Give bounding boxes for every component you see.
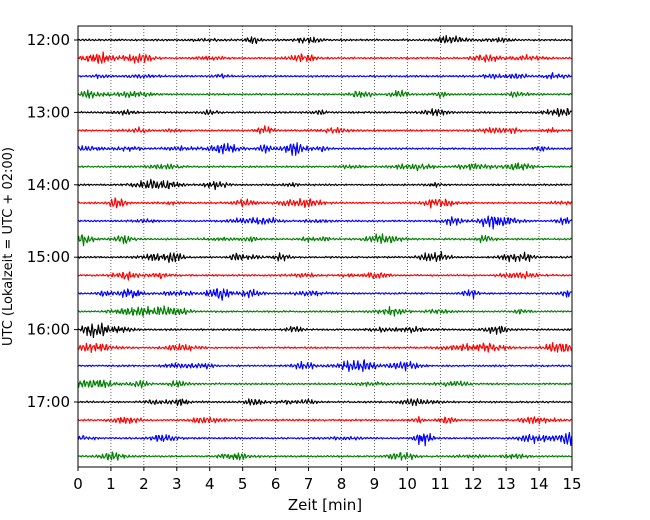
x-tick-label: 1 [106, 475, 116, 493]
x-tick-label: 15 [562, 475, 581, 493]
x-tick-label: 13 [497, 475, 516, 493]
y-tick-label: 13:00 [27, 103, 70, 121]
trace-line [77, 51, 572, 64]
y-tick-label: 17:00 [27, 393, 70, 411]
trace-line [77, 451, 572, 461]
x-tick-label: 3 [172, 475, 182, 493]
trace-line [77, 89, 572, 99]
x-tick-label: 6 [271, 475, 281, 493]
x-tick-label: 12 [464, 475, 483, 493]
x-tick-label: 2 [139, 475, 149, 493]
trace-line [77, 125, 572, 135]
trace-line [77, 270, 572, 281]
trace-line [77, 35, 573, 45]
trace-line [77, 251, 572, 264]
trace-line [77, 379, 572, 389]
trace-line [78, 359, 572, 373]
trace-line [77, 322, 572, 339]
trace-line [77, 233, 572, 247]
trace-line [77, 431, 573, 447]
x-tick-label: 11 [431, 475, 450, 493]
y-tick-label: 12:00 [27, 31, 70, 49]
x-tick-label: 4 [205, 475, 215, 493]
trace-line [77, 142, 572, 156]
trace-line [77, 162, 572, 172]
minute-grid [110, 26, 540, 467]
x-tick-label: 8 [337, 475, 347, 493]
trace-line [77, 398, 572, 407]
trace-line [77, 197, 572, 209]
x-axis-label: Zeit [min] [288, 496, 362, 514]
x-tick-label: 14 [530, 475, 549, 493]
trace-line [78, 72, 572, 80]
trace-line [77, 342, 573, 353]
x-tick-label: 9 [370, 475, 380, 493]
trace-line [77, 178, 572, 191]
trace-line [77, 415, 572, 425]
trace-line [77, 288, 572, 301]
trace-line [77, 305, 572, 317]
trace-line [77, 215, 572, 230]
x-tick-label: 0 [73, 475, 83, 493]
x-tick-label: 5 [238, 475, 248, 493]
y-axis: 12:00 13:00 14:00 15:00 16:00 17:00 [27, 31, 78, 411]
y-axis-label: UTC (Lokalzeit = UTC + 02:00) [1, 147, 16, 346]
y-tick-label: 16:00 [27, 321, 70, 339]
x-tick-label: 10 [398, 475, 417, 493]
trace-line [78, 107, 572, 118]
y-tick-label: 14:00 [27, 176, 70, 194]
x-tick-label: 7 [304, 475, 314, 493]
trace-group [77, 35, 573, 461]
y-tick-label: 15:00 [27, 248, 70, 266]
plot-frame [77, 25, 573, 468]
x-axis: 0 1 2 3 4 5 6 7 8 9 10 11 12 13 14 15 [73, 467, 582, 493]
